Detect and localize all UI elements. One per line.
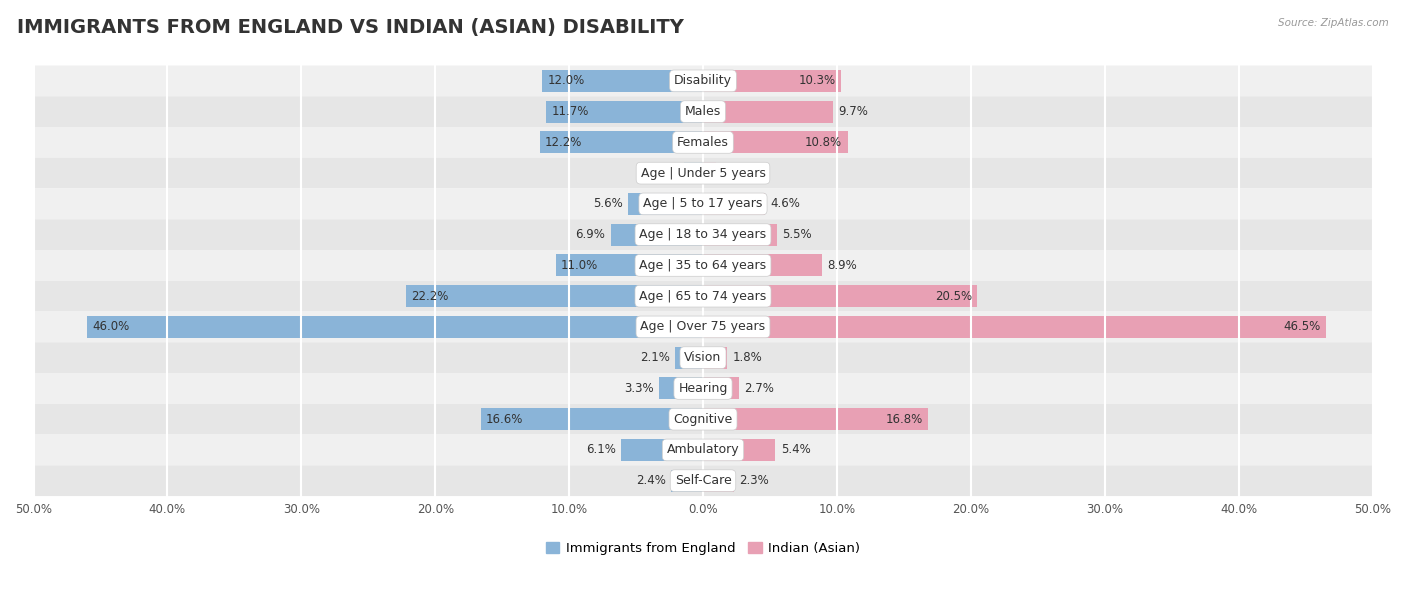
Text: 1.8%: 1.8% [733, 351, 762, 364]
Text: Age | 5 to 17 years: Age | 5 to 17 years [644, 198, 762, 211]
Legend: Immigrants from England, Indian (Asian): Immigrants from England, Indian (Asian) [540, 536, 866, 561]
Text: 5.6%: 5.6% [593, 198, 623, 211]
Bar [659, 378, 703, 400]
FancyBboxPatch shape [34, 188, 1372, 219]
Text: 10.8%: 10.8% [806, 136, 842, 149]
Bar [671, 469, 703, 492]
Bar [703, 378, 740, 400]
FancyBboxPatch shape [34, 158, 1372, 188]
Text: Age | Over 75 years: Age | Over 75 years [641, 321, 765, 334]
Bar [406, 285, 703, 307]
Text: 2.4%: 2.4% [636, 474, 665, 487]
Text: 2.1%: 2.1% [640, 351, 669, 364]
FancyBboxPatch shape [34, 435, 1372, 465]
Bar [703, 70, 841, 92]
Bar [703, 346, 727, 369]
Bar [703, 193, 765, 215]
FancyBboxPatch shape [34, 404, 1372, 435]
Bar [703, 255, 823, 277]
Text: Age | Under 5 years: Age | Under 5 years [641, 166, 765, 180]
Text: Cognitive: Cognitive [673, 412, 733, 426]
Text: Age | 65 to 74 years: Age | 65 to 74 years [640, 289, 766, 303]
Text: Hearing: Hearing [678, 382, 728, 395]
Bar [703, 439, 775, 461]
Text: 20.5%: 20.5% [935, 289, 972, 303]
Bar [87, 316, 703, 338]
Text: 1.4%: 1.4% [650, 166, 679, 180]
Text: 10.3%: 10.3% [799, 75, 835, 88]
Bar [555, 255, 703, 277]
Text: 6.9%: 6.9% [575, 228, 605, 241]
Text: Ambulatory: Ambulatory [666, 444, 740, 457]
Text: 8.9%: 8.9% [828, 259, 858, 272]
Bar [547, 100, 703, 122]
Bar [703, 100, 832, 122]
FancyBboxPatch shape [34, 312, 1372, 342]
Text: 12.0%: 12.0% [548, 75, 585, 88]
Text: 16.8%: 16.8% [886, 412, 922, 426]
FancyBboxPatch shape [34, 342, 1372, 373]
Text: 2.3%: 2.3% [740, 474, 769, 487]
Text: 2.7%: 2.7% [745, 382, 775, 395]
Text: 46.0%: 46.0% [93, 321, 129, 334]
FancyBboxPatch shape [34, 96, 1372, 127]
FancyBboxPatch shape [34, 250, 1372, 281]
Bar [703, 316, 1326, 338]
Bar [703, 408, 928, 430]
Bar [703, 469, 734, 492]
Bar [628, 193, 703, 215]
Text: 5.4%: 5.4% [780, 444, 810, 457]
Bar [703, 132, 848, 154]
Text: 6.1%: 6.1% [586, 444, 616, 457]
FancyBboxPatch shape [34, 465, 1372, 496]
Text: 3.3%: 3.3% [624, 382, 654, 395]
Text: 11.7%: 11.7% [551, 105, 589, 118]
Bar [703, 285, 977, 307]
Bar [540, 132, 703, 154]
Bar [703, 162, 717, 184]
Text: 46.5%: 46.5% [1284, 321, 1320, 334]
Text: 22.2%: 22.2% [411, 289, 449, 303]
Text: 1.0%: 1.0% [721, 166, 751, 180]
Text: 5.5%: 5.5% [782, 228, 811, 241]
Bar [481, 408, 703, 430]
Text: 9.7%: 9.7% [838, 105, 868, 118]
Text: Age | 35 to 64 years: Age | 35 to 64 years [640, 259, 766, 272]
Text: Vision: Vision [685, 351, 721, 364]
Text: Source: ZipAtlas.com: Source: ZipAtlas.com [1278, 18, 1389, 28]
Text: 11.0%: 11.0% [561, 259, 599, 272]
Text: Age | 18 to 34 years: Age | 18 to 34 years [640, 228, 766, 241]
Bar [685, 162, 703, 184]
FancyBboxPatch shape [34, 219, 1372, 250]
Text: Males: Males [685, 105, 721, 118]
FancyBboxPatch shape [34, 373, 1372, 404]
Bar [703, 223, 776, 246]
Text: Self-Care: Self-Care [675, 474, 731, 487]
Text: 4.6%: 4.6% [770, 198, 800, 211]
Bar [675, 346, 703, 369]
FancyBboxPatch shape [34, 127, 1372, 158]
Bar [621, 439, 703, 461]
FancyBboxPatch shape [34, 281, 1372, 312]
Text: 12.2%: 12.2% [546, 136, 582, 149]
Bar [610, 223, 703, 246]
Text: Females: Females [678, 136, 728, 149]
Text: Disability: Disability [673, 75, 733, 88]
Bar [543, 70, 703, 92]
Text: 16.6%: 16.6% [486, 412, 523, 426]
FancyBboxPatch shape [34, 65, 1372, 96]
Text: IMMIGRANTS FROM ENGLAND VS INDIAN (ASIAN) DISABILITY: IMMIGRANTS FROM ENGLAND VS INDIAN (ASIAN… [17, 18, 683, 37]
